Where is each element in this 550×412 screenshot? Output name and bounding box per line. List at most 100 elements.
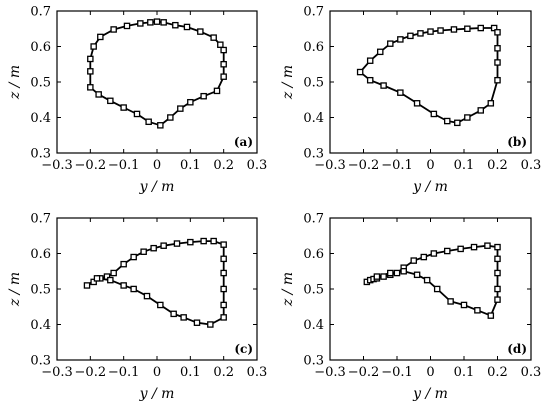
- y-tick-label: 0.7: [30, 5, 51, 20]
- data-point-marker: [210, 34, 217, 41]
- data-point-marker: [160, 19, 167, 26]
- data-point-marker: [457, 245, 464, 253]
- x-tick-label: 0.3: [521, 158, 542, 173]
- data-point-marker: [387, 269, 394, 277]
- plot-area-frame: [329, 217, 532, 361]
- data-point-marker: [110, 269, 117, 277]
- data-point-marker: [443, 117, 451, 125]
- x-axis-label: y / m: [412, 386, 448, 402]
- data-point-marker: [170, 310, 177, 318]
- data-point-marker: [200, 92, 207, 100]
- data-point-marker: [210, 237, 217, 245]
- x-tick-label: −0.3: [41, 365, 73, 380]
- x-tick-label: −0.2: [348, 365, 380, 380]
- data-point-marker: [97, 33, 104, 41]
- data-point-marker: [217, 41, 224, 48]
- data-point-marker: [120, 282, 127, 289]
- data-point-marker: [494, 29, 501, 36]
- data-point-marker: [220, 61, 227, 68]
- data-point-marker: [220, 301, 227, 309]
- y-tick-label: 0.3: [303, 354, 324, 369]
- y-tick-label: 0.6: [30, 40, 51, 55]
- data-point-marker: [160, 242, 167, 249]
- data-point-marker: [180, 314, 187, 321]
- data-point-marker: [120, 104, 127, 111]
- data-point-marker: [83, 282, 91, 289]
- y-tick-label: 0.3: [303, 147, 324, 162]
- data-point-marker: [460, 301, 468, 309]
- data-point-marker: [95, 91, 102, 98]
- data-point-marker: [494, 255, 501, 263]
- data-point-marker: [187, 238, 194, 246]
- data-point-marker: [373, 273, 381, 280]
- plot-area-frame: [56, 217, 258, 361]
- data-point-marker: [90, 278, 97, 286]
- y-tick-label: 0.4: [30, 318, 51, 333]
- data-point-marker: [207, 321, 214, 328]
- x-axis-label: y / m: [139, 386, 175, 402]
- data-point-marker: [380, 273, 387, 280]
- data-point-marker: [484, 242, 491, 249]
- data-point-marker: [167, 114, 174, 121]
- data-point-marker: [147, 19, 154, 26]
- data-point-marker: [110, 26, 117, 33]
- chart-panel-c: −0.3 −0.2 −0.1 0 0.1 0.2 0.3 0.3 0.4 0.5 0.6 0.7 y /…: [7, 212, 267, 403]
- y-tick-label: 0.3: [30, 354, 51, 369]
- y-tick-label: 0.7: [30, 212, 51, 227]
- data-point-marker: [470, 243, 478, 251]
- data-point-marker: [487, 312, 495, 319]
- data-point-marker: [120, 260, 127, 268]
- x-axis-label: y / m: [412, 179, 448, 195]
- data-point-marker: [220, 73, 227, 80]
- data-point-marker: [417, 30, 424, 37]
- y-tick-label: 0.5: [30, 76, 51, 91]
- data-point-marker: [220, 255, 227, 263]
- data-point-marker: [153, 18, 161, 25]
- data-point-marker: [213, 87, 221, 95]
- trajectory-line: [89, 20, 225, 127]
- x-tick-label: 0: [426, 158, 434, 173]
- data-point-marker: [220, 241, 227, 248]
- data-point-marker: [200, 237, 207, 245]
- data-point-marker: [366, 76, 374, 84]
- data-point-marker: [397, 36, 404, 43]
- data-point-marker: [107, 276, 114, 284]
- data-point-marker: [137, 20, 144, 27]
- data-point-marker: [107, 97, 114, 105]
- data-point-marker: [177, 105, 184, 112]
- x-tick-label: 0.2: [213, 158, 234, 173]
- panel-label: (d): [507, 342, 527, 356]
- x-tick-label: 0: [153, 158, 161, 173]
- data-point-marker: [197, 28, 204, 35]
- x-tick-label: 0: [426, 365, 434, 380]
- data-point-marker: [477, 24, 484, 32]
- data-point-marker: [87, 84, 94, 91]
- data-point-marker: [90, 43, 97, 50]
- x-tick-label: −0.3: [314, 158, 346, 173]
- x-tick-label: −0.2: [348, 158, 380, 173]
- data-point-marker: [87, 55, 94, 63]
- data-point-marker: [423, 276, 431, 284]
- data-point-marker: [123, 22, 131, 30]
- y-axis-label: z / m: [280, 65, 296, 100]
- y-tick-label: 0.7: [303, 212, 324, 227]
- data-point-marker: [393, 269, 401, 277]
- x-tick-label: −0.2: [75, 158, 107, 173]
- y-tick-label: 0.4: [303, 111, 324, 126]
- data-point-marker: [433, 285, 441, 293]
- panel-label: (c): [234, 342, 253, 356]
- data-point-marker: [413, 100, 421, 107]
- data-point-marker: [494, 285, 501, 293]
- data-point-marker: [150, 244, 157, 252]
- trajectory-line: [359, 27, 499, 124]
- x-tick-label: 0.2: [213, 365, 234, 380]
- x-tick-label: −0.1: [381, 158, 413, 173]
- data-point-marker: [220, 314, 227, 321]
- data-point-marker: [494, 45, 501, 52]
- x-tick-label: 0.3: [247, 365, 268, 380]
- y-tick-label: 0.7: [303, 5, 324, 20]
- x-tick-label: −0.1: [108, 158, 140, 173]
- data-point-marker: [130, 285, 137, 293]
- y-tick-label: 0.6: [303, 247, 324, 262]
- data-point-marker: [420, 253, 428, 261]
